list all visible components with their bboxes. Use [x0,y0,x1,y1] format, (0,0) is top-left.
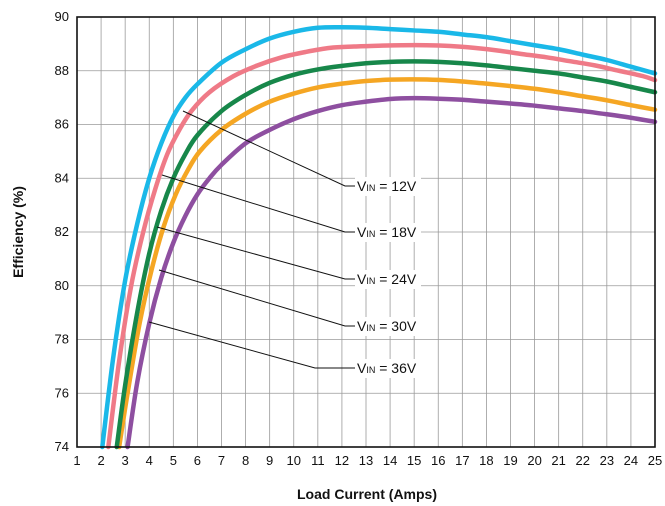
series-label: VIN = 36V [357,360,417,376]
x-tick-label: 12 [335,453,349,468]
series-layer [100,24,658,450]
series-line [100,24,658,450]
callout-label-bg [355,359,421,378]
x-tick-label: 13 [359,453,373,468]
x-tick-label: 16 [431,453,445,468]
y-tick-label: 78 [55,332,69,347]
x-tick-label: 25 [648,453,662,468]
y-axis-ticks: 74 76 78 80 82 84 86 88 90 [55,9,69,454]
series-label: VIN = 24V [357,271,417,287]
callout-label-bg [355,177,421,196]
y-tick-label: 82 [55,224,69,239]
callout-leader [161,174,355,233]
x-tick-label: 1 [73,453,80,468]
callouts: VIN = 12V VIN = 18V VIN = 24V VIN = 30V VIN … [148,110,421,378]
x-tick-label: 10 [287,453,301,468]
callout-label-bg [355,270,421,289]
x-tick-label: 14 [383,453,397,468]
y-tick-label: 74 [55,439,69,454]
y-tick-label: 88 [55,63,69,78]
series-line [116,77,658,450]
x-tick-label: 22 [576,453,590,468]
y-tick-label: 84 [55,170,69,185]
x-tick-label: 18 [479,453,493,468]
x-tick-label: 8 [242,453,249,468]
y-axis-title: Efficiency (%) [10,186,26,278]
series-line [125,95,658,450]
x-tick-label: 19 [503,453,517,468]
x-tick-label: 23 [600,453,614,468]
callout-label-bg [355,223,421,242]
callout-leader [156,226,355,280]
x-tick-label: 3 [122,453,129,468]
y-tick-label: 76 [55,385,69,400]
x-tick-label: 20 [527,453,541,468]
y-tick-label: 90 [55,9,69,24]
y-tick-label: 80 [55,278,69,293]
x-axis-ticks: 1 2 3 4 5 6 7 8 9 10 11 12 13 14 15 16 17 18 19 20 21 22 23 24 2… [73,453,662,468]
callout-leader [182,110,355,187]
callout-leader [148,321,355,369]
x-tick-label: 21 [551,453,565,468]
series-line [106,42,658,450]
series-label: VIN = 12V [357,178,417,194]
x-tick-label: 4 [146,453,153,468]
x-tick-label: 7 [218,453,225,468]
x-tick-label: 11 [311,453,325,468]
x-tick-label: 9 [266,453,273,468]
x-tick-label: 15 [407,453,421,468]
x-axis-title: Load Current (Amps) [297,486,437,502]
x-tick-label: 6 [194,453,201,468]
y-tick-label: 86 [55,117,69,132]
x-tick-label: 2 [97,453,104,468]
series-label: VIN = 18V [357,224,417,240]
x-tick-label: 24 [624,453,638,468]
x-tick-label: 5 [170,453,177,468]
callout-label-bg [355,317,421,336]
series-line [114,59,658,450]
plot-frame [76,16,656,448]
callout-leader [158,269,355,327]
x-tick-label: 17 [455,453,469,468]
series-label: VIN = 30V [357,318,417,334]
